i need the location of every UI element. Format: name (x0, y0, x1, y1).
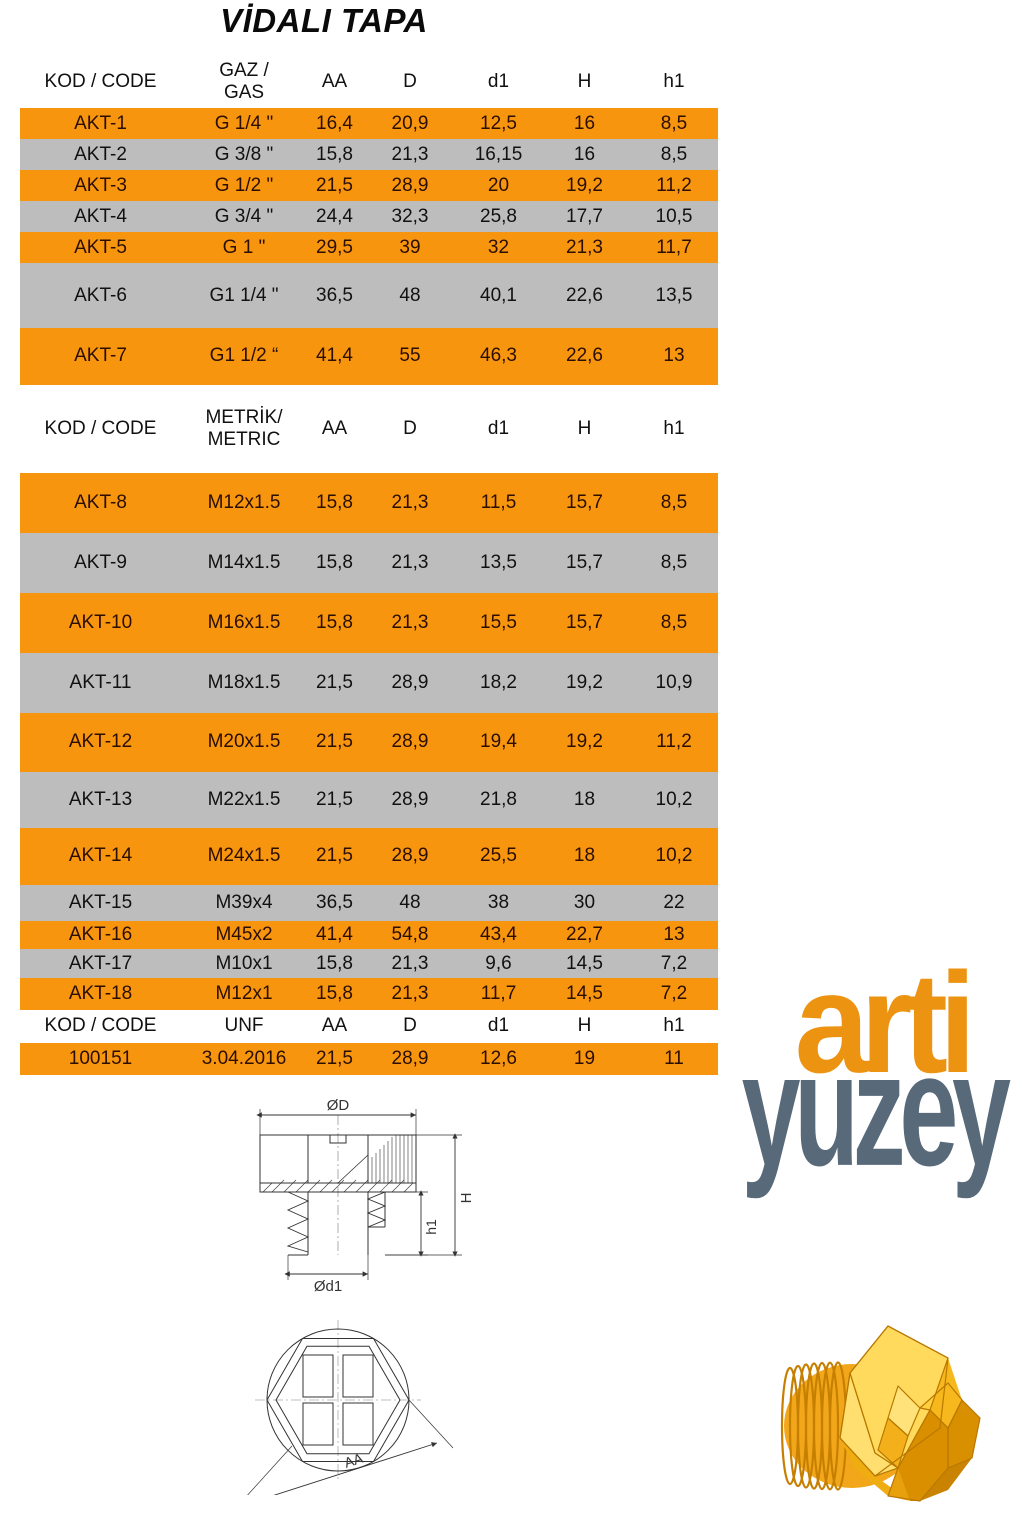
svg-text:h1: h1 (423, 1219, 439, 1235)
svg-text:AA: AA (342, 1450, 365, 1471)
svg-text:H: H (458, 1193, 475, 1204)
svg-text:ØD: ØD (327, 1097, 350, 1114)
svg-text:Ød1: Ød1 (314, 1278, 342, 1295)
